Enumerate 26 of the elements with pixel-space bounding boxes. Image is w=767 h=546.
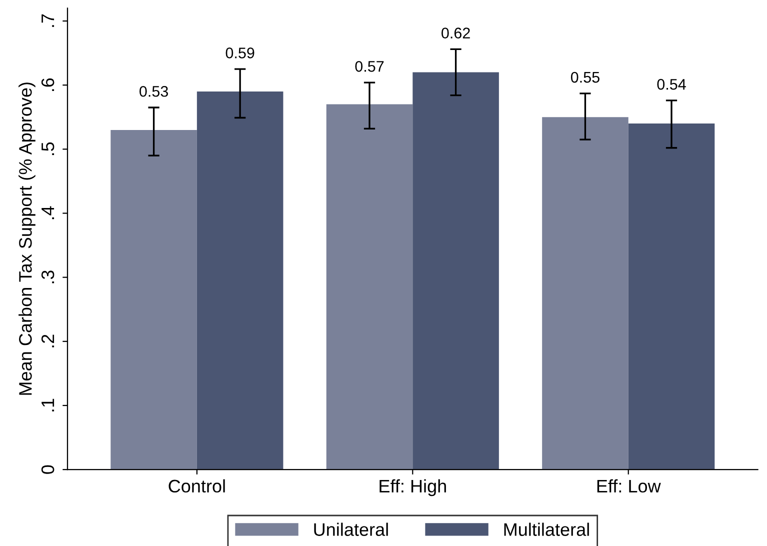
y-tick-label: 0 xyxy=(41,465,54,474)
data-label: 0.53 xyxy=(140,86,168,97)
bar xyxy=(326,104,413,470)
x-tick-label: Eff: High xyxy=(380,479,446,496)
data-label: 0.59 xyxy=(226,48,254,58)
y-tick-label: .7 xyxy=(42,14,54,27)
legend-label: Multilateral xyxy=(504,522,589,536)
y-axis-title: Mean Carbon Tax Support (% Approve) xyxy=(18,82,36,395)
data-label: 0.55 xyxy=(570,72,600,83)
bar xyxy=(196,91,284,470)
y-tick-label: .4 xyxy=(42,206,54,220)
y-tick-label: .6 xyxy=(41,78,54,91)
legend-label: Unilateral xyxy=(314,522,388,536)
data-label: 0.54 xyxy=(657,78,686,90)
y-tick-label: .2 xyxy=(41,334,54,348)
y-tick-label: .1 xyxy=(42,398,54,412)
y-tick-label: .3 xyxy=(41,270,54,284)
data-label: 0.57 xyxy=(355,60,384,72)
x-tick-label: Control xyxy=(168,479,225,493)
bar xyxy=(412,72,499,470)
y-tick-label: .5 xyxy=(42,142,54,156)
x-tick-label: Eff: Low xyxy=(597,479,661,493)
bar xyxy=(628,124,715,470)
data-label: 0.62 xyxy=(442,28,470,38)
bar xyxy=(542,117,628,470)
bar xyxy=(110,130,197,470)
